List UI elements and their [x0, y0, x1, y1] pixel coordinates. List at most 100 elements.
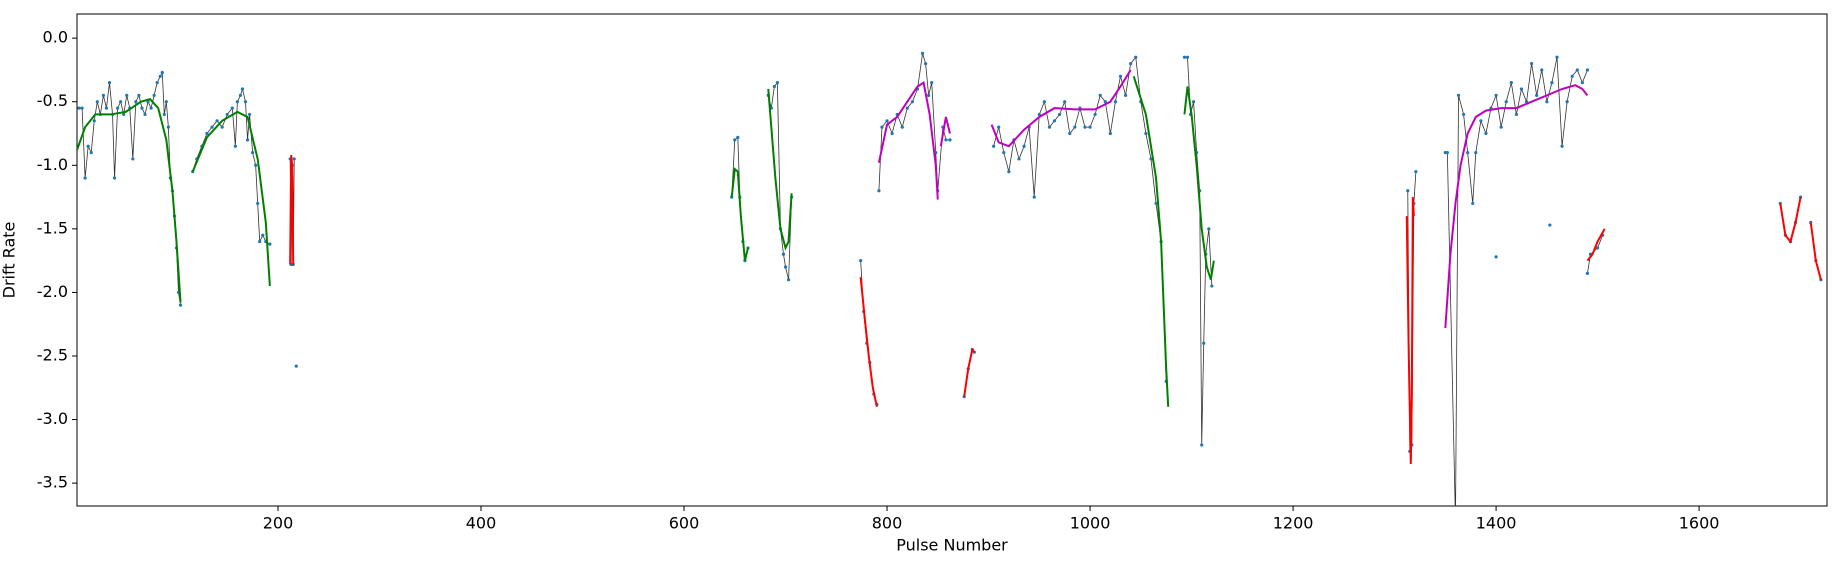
data-point [1414, 170, 1418, 174]
data-point [786, 278, 791, 282]
data-point [1570, 74, 1574, 78]
data-point [1474, 150, 1478, 155]
series-line [1444, 84, 1589, 329]
x-tick-label: 400 [466, 514, 497, 533]
y-axis-label: Drift Rate [0, 222, 19, 299]
data-point [781, 252, 786, 256]
data-point [1406, 189, 1410, 193]
plot-area [77, 51, 1823, 523]
data-point [160, 70, 164, 75]
data-point [1519, 87, 1524, 91]
data-point [1540, 68, 1544, 72]
data-point [1017, 157, 1021, 161]
data-point [1182, 55, 1187, 59]
series-line [878, 53, 950, 191]
data-point [245, 138, 250, 142]
data-point [775, 81, 780, 85]
data-point [243, 100, 248, 104]
y-tick-label: -0.5 [37, 91, 68, 110]
y-tick-label: -1.0 [37, 155, 68, 174]
series-line [859, 277, 878, 408]
data-point [1580, 81, 1584, 85]
data-point [772, 84, 776, 89]
data-point [1149, 157, 1153, 161]
y-tick-label: -2.5 [37, 345, 68, 364]
series-line [730, 167, 749, 261]
data-point [1118, 74, 1123, 78]
data-point [95, 100, 99, 104]
data-point [261, 233, 265, 237]
data-point [107, 81, 112, 85]
data-point [1202, 341, 1206, 345]
data-point [131, 157, 135, 161]
data-point [1530, 61, 1534, 66]
data-point [1560, 144, 1564, 148]
data-point [80, 106, 84, 110]
data-point [736, 135, 740, 139]
data-point [1545, 100, 1549, 104]
data-point [1499, 125, 1503, 129]
series-line [1445, 57, 1588, 506]
y-tick-label: -3.5 [37, 473, 68, 492]
data-point [162, 112, 166, 117]
data-point [1535, 93, 1539, 97]
series-line [1586, 228, 1606, 262]
x-axis-label: Pulse Number [896, 536, 1008, 555]
data-point [116, 106, 120, 110]
series-line [963, 347, 976, 397]
data-point [1144, 131, 1148, 136]
data-point [1565, 100, 1569, 104]
series-line [993, 56, 1167, 382]
data-point [930, 81, 934, 85]
data-point [1134, 55, 1138, 59]
data-point [238, 93, 243, 97]
data-point [294, 364, 298, 368]
x-tick-label: 800 [872, 514, 903, 533]
series-line [289, 155, 295, 265]
data-point [205, 131, 209, 136]
data-point [1042, 100, 1046, 104]
data-point [1555, 55, 1559, 59]
data-point [927, 93, 931, 97]
series-line [877, 81, 939, 200]
data-point [1456, 93, 1461, 97]
data-point [92, 119, 96, 123]
data-point [152, 93, 156, 97]
data-point [178, 303, 183, 307]
data-point [1207, 227, 1211, 231]
data-point [119, 100, 123, 104]
data-point [1548, 223, 1552, 227]
data-point [83, 176, 87, 180]
data-point [997, 125, 1001, 129]
x-tick-label: 600 [669, 514, 700, 533]
data-point [783, 265, 788, 269]
data-point [1504, 100, 1508, 104]
data-point [1068, 131, 1072, 136]
data-point [1154, 201, 1158, 206]
data-point [230, 106, 234, 110]
data-point [112, 176, 117, 180]
data-point [920, 51, 925, 56]
data-point [948, 138, 952, 142]
x-tick-label: 200 [263, 514, 294, 533]
series-line [860, 260, 878, 405]
data-point [134, 100, 138, 104]
series-line [79, 71, 181, 306]
data-point [220, 125, 224, 129]
data-point [1032, 195, 1036, 199]
data-point [101, 93, 105, 97]
data-point [235, 100, 239, 104]
data-point [1484, 131, 1488, 136]
data-point [122, 112, 126, 117]
x-tick-label: 1200 [1273, 514, 1314, 533]
data-point [905, 106, 909, 110]
data-point [292, 157, 296, 161]
data-point [1191, 100, 1196, 104]
data-point [1454, 520, 1457, 523]
data-point [225, 112, 229, 117]
data-point [890, 131, 894, 136]
data-point [247, 112, 252, 117]
y-tick-label: -2.0 [37, 282, 68, 301]
data-point [1022, 144, 1026, 148]
